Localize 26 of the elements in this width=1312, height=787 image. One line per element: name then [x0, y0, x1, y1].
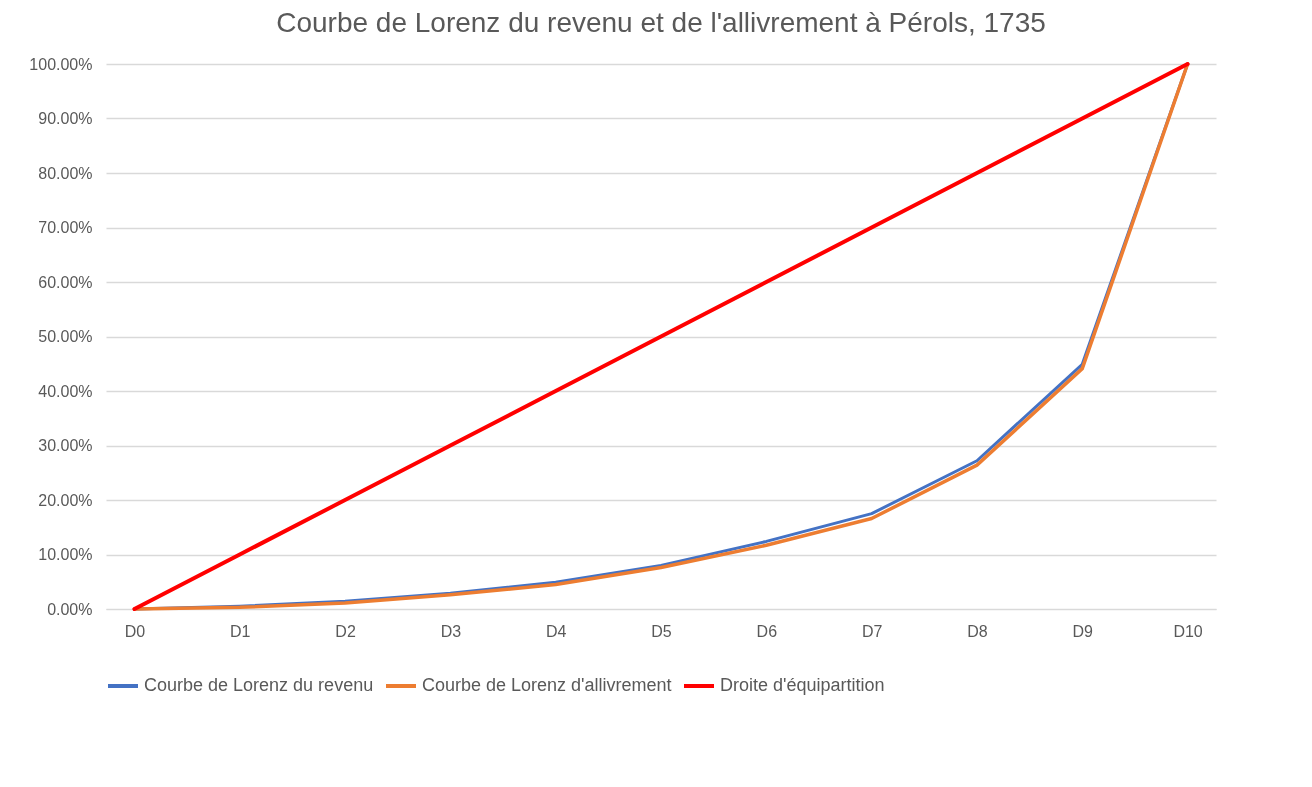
x-tick-label: D8	[967, 622, 988, 640]
y-tick-label: 100.00%	[29, 55, 93, 73]
x-tick-label: D3	[440, 622, 462, 640]
chart-title: Courbe de Lorenz du revenu et de l'allivrement à Pérols, 1735	[276, 7, 1046, 38]
x-tick-label: D1	[230, 622, 251, 640]
y-tick-label: 0.00%	[47, 600, 93, 618]
x-tick-label: D7	[861, 622, 883, 640]
y-tick-label: 70.00%	[38, 219, 93, 236]
y-tick-label: 30.00%	[38, 437, 93, 454]
y-tick-label: 50.00%	[38, 328, 93, 345]
y-tick-label: 80.00%	[38, 164, 93, 182]
y-tick-label: 40.00%	[38, 382, 93, 400]
x-tick-label: D5	[651, 622, 672, 640]
x-tick-label: D4	[545, 622, 567, 640]
x-tick-label: D10	[1173, 622, 1203, 640]
x-tick-label: D9	[1072, 622, 1094, 640]
y-tick-label: 90.00%	[38, 110, 93, 127]
x-tick-label: D0	[124, 622, 146, 640]
legend-label: Courbe de Lorenz d'allivrement	[422, 675, 672, 695]
y-tick-label: 60.00%	[38, 273, 93, 291]
legend-label: Droite d'équipartition	[720, 675, 885, 695]
x-tick-label: D2	[335, 622, 356, 640]
legend-label: Courbe de Lorenz du revenu	[144, 675, 374, 695]
y-tick-label: 10.00%	[38, 546, 93, 563]
x-tick-label: D6	[756, 622, 778, 640]
y-tick-label: 20.00%	[38, 491, 93, 509]
